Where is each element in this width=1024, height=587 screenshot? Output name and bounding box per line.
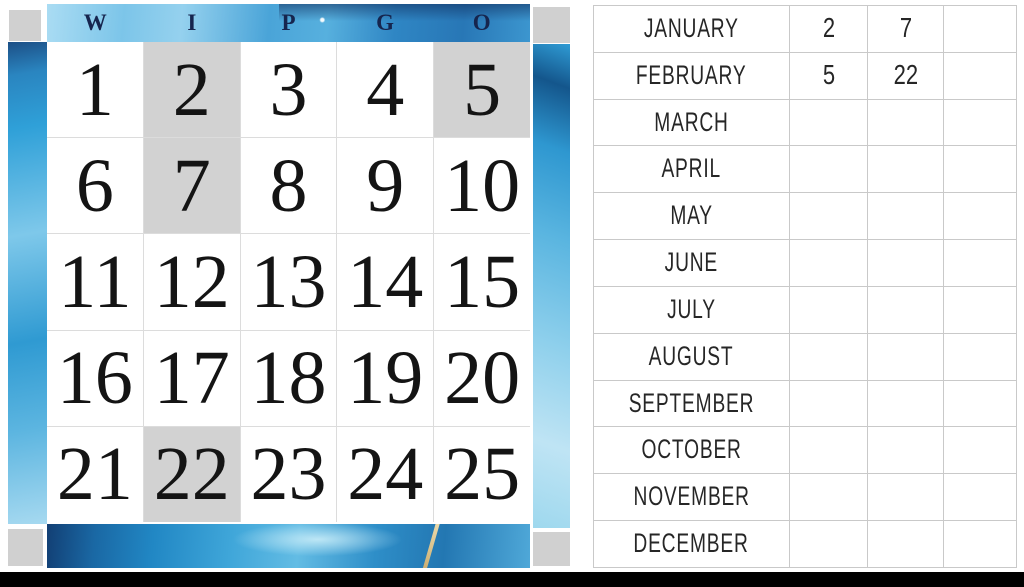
gold-vein-decoration	[421, 524, 441, 568]
month-label: NOVEMBER	[594, 474, 789, 521]
month-label: MARCH	[594, 99, 789, 146]
header-letter: P	[281, 10, 296, 35]
tracker-value-cell[interactable]	[868, 240, 943, 286]
bingo-cell[interactable]: 21	[47, 426, 143, 522]
tracker-value-cell[interactable]	[790, 99, 867, 146]
tracker-value-cell[interactable]	[790, 286, 867, 333]
bingo-cell[interactable]: 25	[434, 426, 530, 522]
corner-square-bottom-left	[8, 529, 43, 566]
tracker-value-cell[interactable]	[944, 427, 1016, 474]
tracker-value-cell[interactable]	[790, 193, 867, 240]
month-label: SEPTEMBER	[594, 380, 789, 427]
bingo-cell[interactable]: 17	[143, 330, 240, 426]
bingo-cell[interactable]: 8	[240, 138, 337, 234]
bingo-cell[interactable]: 23	[240, 426, 337, 522]
letterbox-bar	[0, 572, 1024, 587]
bingo-cell[interactable]: 22	[143, 426, 240, 522]
bingo-grid: 1 2 3 4 5 6 7 8 9 10 11 12 13 14 15 16 1…	[47, 42, 530, 522]
watercolor-right-strip	[533, 44, 570, 528]
tracker-value-cell[interactable]	[868, 286, 943, 333]
tracker-value-cell[interactable]	[944, 52, 1016, 99]
tracker-value-cell[interactable]	[944, 521, 1016, 567]
bingo-cell[interactable]: 3	[240, 42, 337, 138]
month-label: JUNE	[594, 240, 789, 286]
tracker-value-cell[interactable]	[790, 240, 867, 286]
corner-square-bottom-right	[533, 532, 570, 566]
bingo-cell[interactable]: 6	[47, 138, 143, 234]
bingo-cell[interactable]: 13	[240, 234, 337, 330]
bingo-cell[interactable]: 5	[434, 42, 530, 138]
bingo-cell[interactable]: 4	[337, 42, 434, 138]
header-letter: G	[376, 10, 395, 35]
month-label: APRIL	[594, 146, 789, 193]
wipgo-header: W I P G O	[47, 4, 530, 42]
bingo-cell[interactable]: 12	[143, 234, 240, 330]
tracker-value-cell[interactable]	[944, 333, 1016, 380]
bingo-cell[interactable]: 2	[143, 42, 240, 138]
tracker-value-cell[interactable]	[868, 193, 943, 240]
tracker-value-cell[interactable]: 2	[790, 6, 867, 52]
bingo-cell[interactable]: 1	[47, 42, 143, 138]
tracker-value-cell[interactable]	[790, 146, 867, 193]
tracker-value-cell[interactable]	[790, 333, 867, 380]
corner-square-top-left	[9, 10, 41, 41]
bingo-cell[interactable]: 24	[337, 426, 434, 522]
tracker-value-cell[interactable]	[868, 521, 943, 567]
bingo-cell[interactable]: 16	[47, 330, 143, 426]
tracker-value-cell[interactable]	[868, 474, 943, 521]
month-label: FEBRUARY	[594, 52, 789, 99]
tracker-value-cell[interactable]: 7	[868, 6, 943, 52]
month-label: DECEMBER	[594, 521, 789, 567]
bingo-cell[interactable]: 20	[434, 330, 530, 426]
bingo-cell[interactable]: 18	[240, 330, 337, 426]
header-letter: I	[187, 10, 197, 35]
bingo-cell[interactable]: 11	[47, 234, 143, 330]
tracker-value-cell[interactable]	[944, 380, 1016, 427]
tracker-value-cell[interactable]	[868, 333, 943, 380]
bingo-cell[interactable]: 19	[337, 330, 434, 426]
tracker-value-cell[interactable]	[944, 6, 1016, 52]
header-letter: W	[83, 10, 107, 35]
tracker-value-cell[interactable]	[944, 193, 1016, 240]
tracker-value-cell[interactable]	[944, 146, 1016, 193]
bingo-cell[interactable]: 10	[434, 138, 530, 234]
month-label: AUGUST	[594, 333, 789, 380]
tracker-value-cell[interactable]: 5	[790, 52, 867, 99]
tracker-value-cell[interactable]	[944, 240, 1016, 286]
month-label: OCTOBER	[594, 427, 789, 474]
tracker-value-cell[interactable]	[868, 99, 943, 146]
watercolor-bottom-strip	[47, 524, 530, 568]
header-letter: O	[472, 10, 491, 35]
bingo-cell[interactable]: 7	[143, 138, 240, 234]
month-label: JULY	[594, 286, 789, 333]
bingo-cell[interactable]: 14	[337, 234, 434, 330]
corner-square-top-right	[533, 7, 570, 43]
wipgo-card: W I P G O 1 2 3 4 5 6 7 8 9 10 11 12 13 …	[8, 4, 570, 568]
tracker-value-cell[interactable]	[790, 380, 867, 427]
tracker-value-cell[interactable]	[868, 427, 943, 474]
watercolor-left-strip	[8, 42, 47, 524]
tracker-value-cell[interactable]	[790, 474, 867, 521]
tracker-value-cell[interactable]	[790, 521, 867, 567]
bingo-cell[interactable]: 9	[337, 138, 434, 234]
month-label: JANUARY	[594, 6, 789, 52]
tracker-value-cell[interactable]: 22	[868, 52, 943, 99]
tracker-value-cell[interactable]	[790, 427, 867, 474]
tracker-value-cell[interactable]	[944, 286, 1016, 333]
tracker-value-cell[interactable]	[944, 474, 1016, 521]
tracker-value-cell[interactable]	[944, 99, 1016, 146]
month-label: MAY	[594, 193, 789, 240]
tracker-value-cell[interactable]	[868, 146, 943, 193]
bingo-cell[interactable]: 15	[434, 234, 530, 330]
month-tracker-table: JANUARY 2 7 FEBRUARY 5 22 MARCH APRIL MA…	[593, 5, 1017, 568]
tracker-value-cell[interactable]	[868, 380, 943, 427]
